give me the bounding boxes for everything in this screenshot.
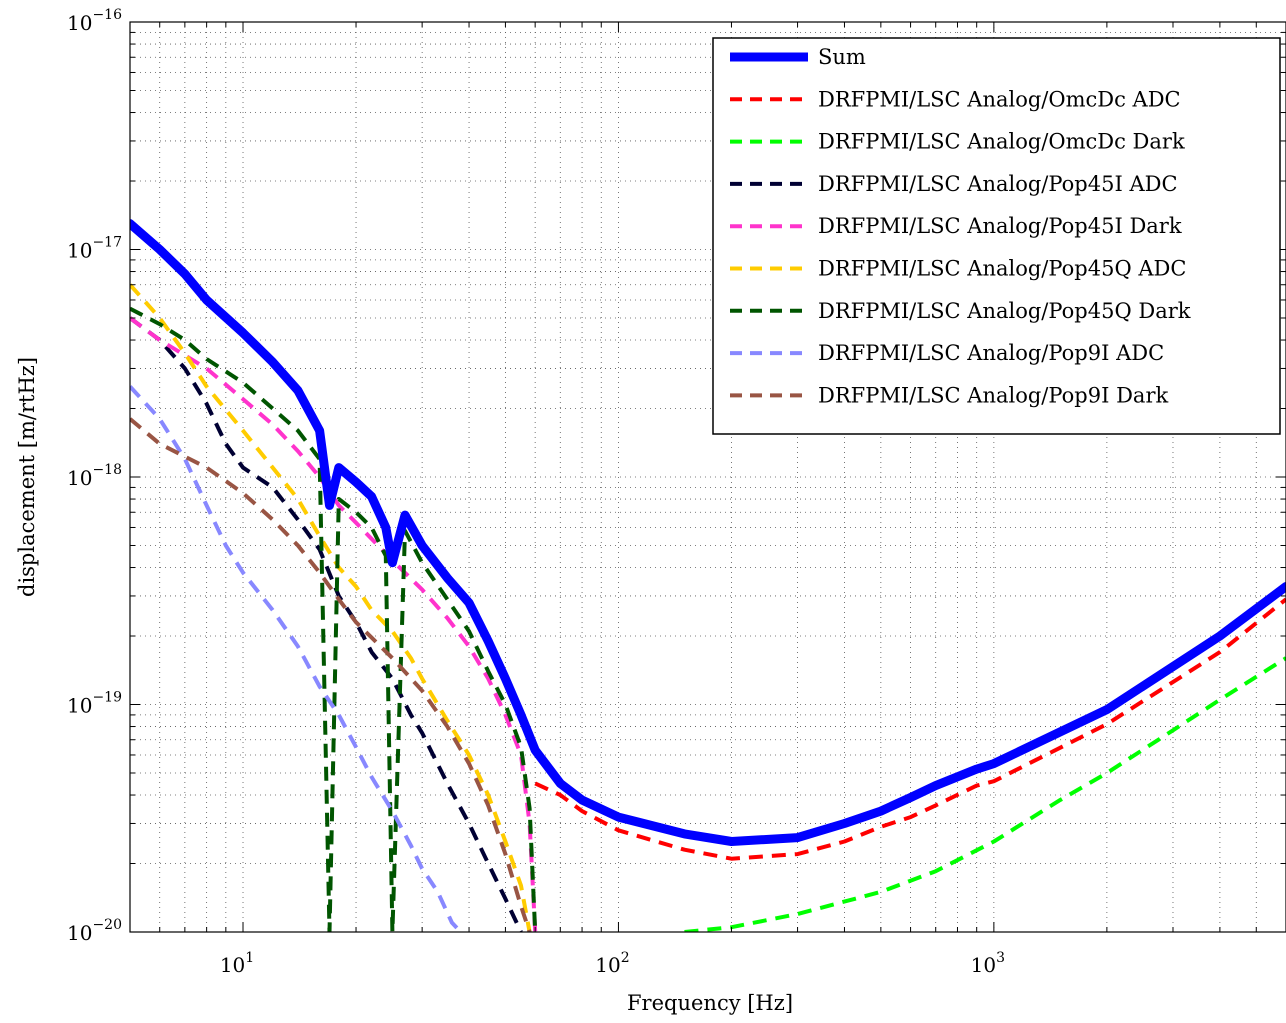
x-tick-label: 103 xyxy=(971,950,1005,977)
series-line-2 xyxy=(684,656,1286,932)
y-axis-label: displacement [m/rtHz] xyxy=(15,357,39,597)
series-line-5 xyxy=(130,283,532,932)
y-tick-label: 10−20 xyxy=(67,917,122,945)
legend: Sum DRFPMI/LSC Analog/OmcDc ADC DRFPMI/LSC… xyxy=(712,37,1281,435)
series-layer xyxy=(130,219,1286,932)
legend-label: DRFPMI/LSC Analog/OmcDc Dark xyxy=(818,130,1185,154)
legend-label: DRFPMI/LSC Analog/Pop45Q ADC xyxy=(818,257,1186,281)
legend-box xyxy=(712,37,1281,435)
series-line-4 xyxy=(130,316,538,932)
legend-label: DRFPMI/LSC Analog/Pop45I Dark xyxy=(818,214,1182,238)
series-line-1 xyxy=(534,597,1286,861)
y-tick-label: 10−19 xyxy=(67,690,122,718)
series-line-7 xyxy=(130,385,463,932)
x-tick-label: 101 xyxy=(220,950,254,977)
legend-label: DRFPMI/LSC Analog/Pop45I ADC xyxy=(818,172,1178,196)
x-axis-label: Frequency [Hz] xyxy=(627,991,793,1015)
series-line-0 xyxy=(130,219,1286,846)
legend-label: DRFPMI/LSC Analog/OmcDc ADC xyxy=(818,87,1181,111)
legend-label: DRFPMI/LSC Analog/Pop45Q Dark xyxy=(818,299,1191,323)
legend-label: Sum xyxy=(818,45,866,69)
series-line-3 xyxy=(130,316,523,932)
y-tick-label: 10−16 xyxy=(67,7,122,35)
legend-label: DRFPMI/LSC Analog/Pop9I Dark xyxy=(818,383,1168,407)
x-tick-label: 102 xyxy=(595,950,629,977)
y-tick-label: 10−17 xyxy=(67,235,122,263)
series-line-8 xyxy=(130,417,532,932)
series-line-6 xyxy=(130,306,538,932)
legend-label: DRFPMI/LSC Analog/Pop9I ADC xyxy=(818,341,1164,365)
y-tick-label: 10−18 xyxy=(67,462,122,490)
axis-ticks: 101 102 103 10−16 10−17 10−18 10−19 10−20 xyxy=(67,7,1286,977)
